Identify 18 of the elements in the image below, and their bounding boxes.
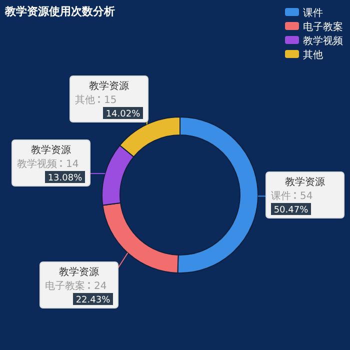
data-label: 14 — [66, 159, 79, 170]
slice-label: 其他 — [75, 94, 95, 106]
data-label: 15 — [104, 95, 117, 106]
chart-title: 教学资源使用次数分析 — [4, 5, 115, 18]
slice: 教学资源 其他 15 14.02% — [70, 76, 180, 158]
slice: 教学资源 电子教案 24 22.43% — [40, 202, 179, 308]
legend-label: 课件 — [303, 7, 323, 19]
legend-label: 电子教案 — [303, 21, 343, 33]
data-label: 24 — [94, 281, 107, 292]
data-label: 54 — [300, 191, 313, 202]
slice: 教学资源 课件 54 50.47% — [177, 116, 344, 274]
legend-label: 其他 — [303, 49, 323, 61]
slice-label: 课件 — [271, 190, 291, 202]
legend-label: 教学视频 — [303, 35, 343, 47]
slice-label: 电子教案 — [45, 280, 85, 292]
slice-label: 教学视频 — [17, 158, 57, 170]
slice: 教学资源 教学视频 14 13.08% — [12, 140, 134, 206]
slice-label: 教学资源 — [285, 176, 325, 188]
